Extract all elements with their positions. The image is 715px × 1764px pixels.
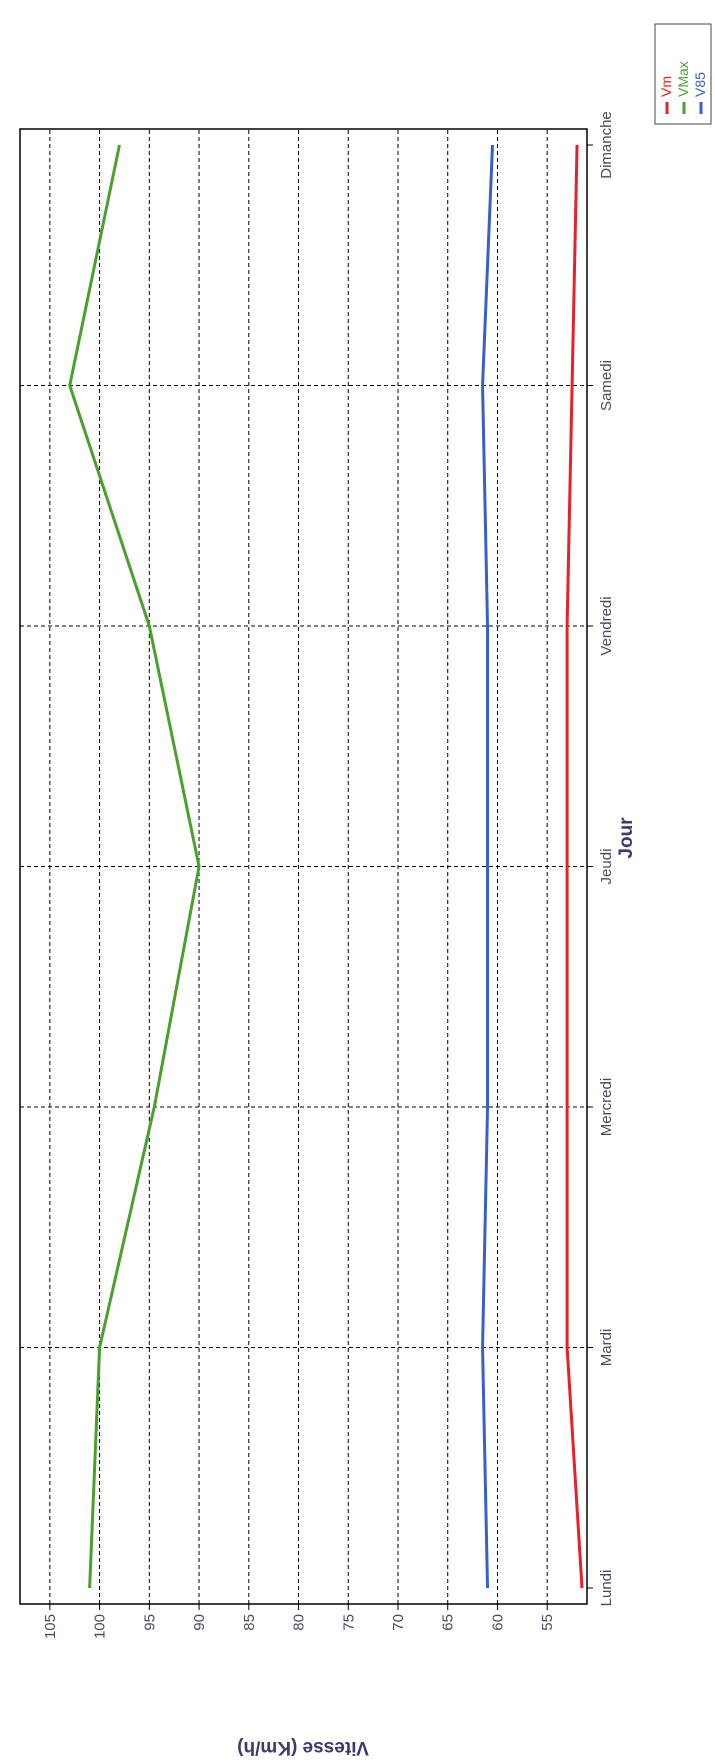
y-tick-label: 75 xyxy=(340,1614,357,1631)
x-tick-label: Samedi xyxy=(598,360,615,411)
y-tick-label: 80 xyxy=(291,1614,308,1631)
series-line-vm xyxy=(565,144,584,1589)
x-axis-ticks: Lundi Mardi Mercredi Jeudi Vendredi Samedi Dim… xyxy=(587,111,615,1606)
y-tick-label: 60 xyxy=(489,1614,506,1631)
y-axis-title: Vitesse (Km/h) xyxy=(237,1737,369,1758)
series-lines xyxy=(68,144,584,1589)
y-tick-label: 100 xyxy=(92,1614,109,1639)
legend-label-vmax: VMax xyxy=(675,61,691,97)
series-line-vmax xyxy=(68,144,201,1589)
y-tick-label: 85 xyxy=(241,1614,258,1631)
legend: Vm VMax V85 xyxy=(654,23,712,125)
legend-label-vm: Vm xyxy=(658,76,674,97)
y-tick-label: 95 xyxy=(141,1614,158,1631)
legend-box xyxy=(654,23,712,125)
y-axis-ticks: 55 60 65 70 75 80 85 90 95 100 105 xyxy=(42,1604,556,1639)
x-axis-title: Jour xyxy=(616,817,637,859)
series-line-v85 xyxy=(481,144,494,1589)
x-tick-label: Vendredi xyxy=(598,596,615,655)
y-tick-label: 55 xyxy=(539,1614,556,1631)
x-tick-label: Dimanche xyxy=(598,111,615,179)
grid-lines xyxy=(20,129,587,1604)
y-tick-label: 105 xyxy=(42,1614,59,1639)
y-tick-label: 65 xyxy=(440,1614,457,1631)
y-tick-label: 90 xyxy=(191,1614,208,1631)
x-tick-label: Mercredi xyxy=(598,1078,615,1136)
x-tick-label: Mardi xyxy=(598,1329,615,1367)
legend-label-v85: V85 xyxy=(692,72,708,97)
y-tick-label: 70 xyxy=(390,1614,407,1631)
x-tick-label: Jeudi xyxy=(598,849,615,885)
x-tick-label: Lundi xyxy=(598,1570,615,1607)
